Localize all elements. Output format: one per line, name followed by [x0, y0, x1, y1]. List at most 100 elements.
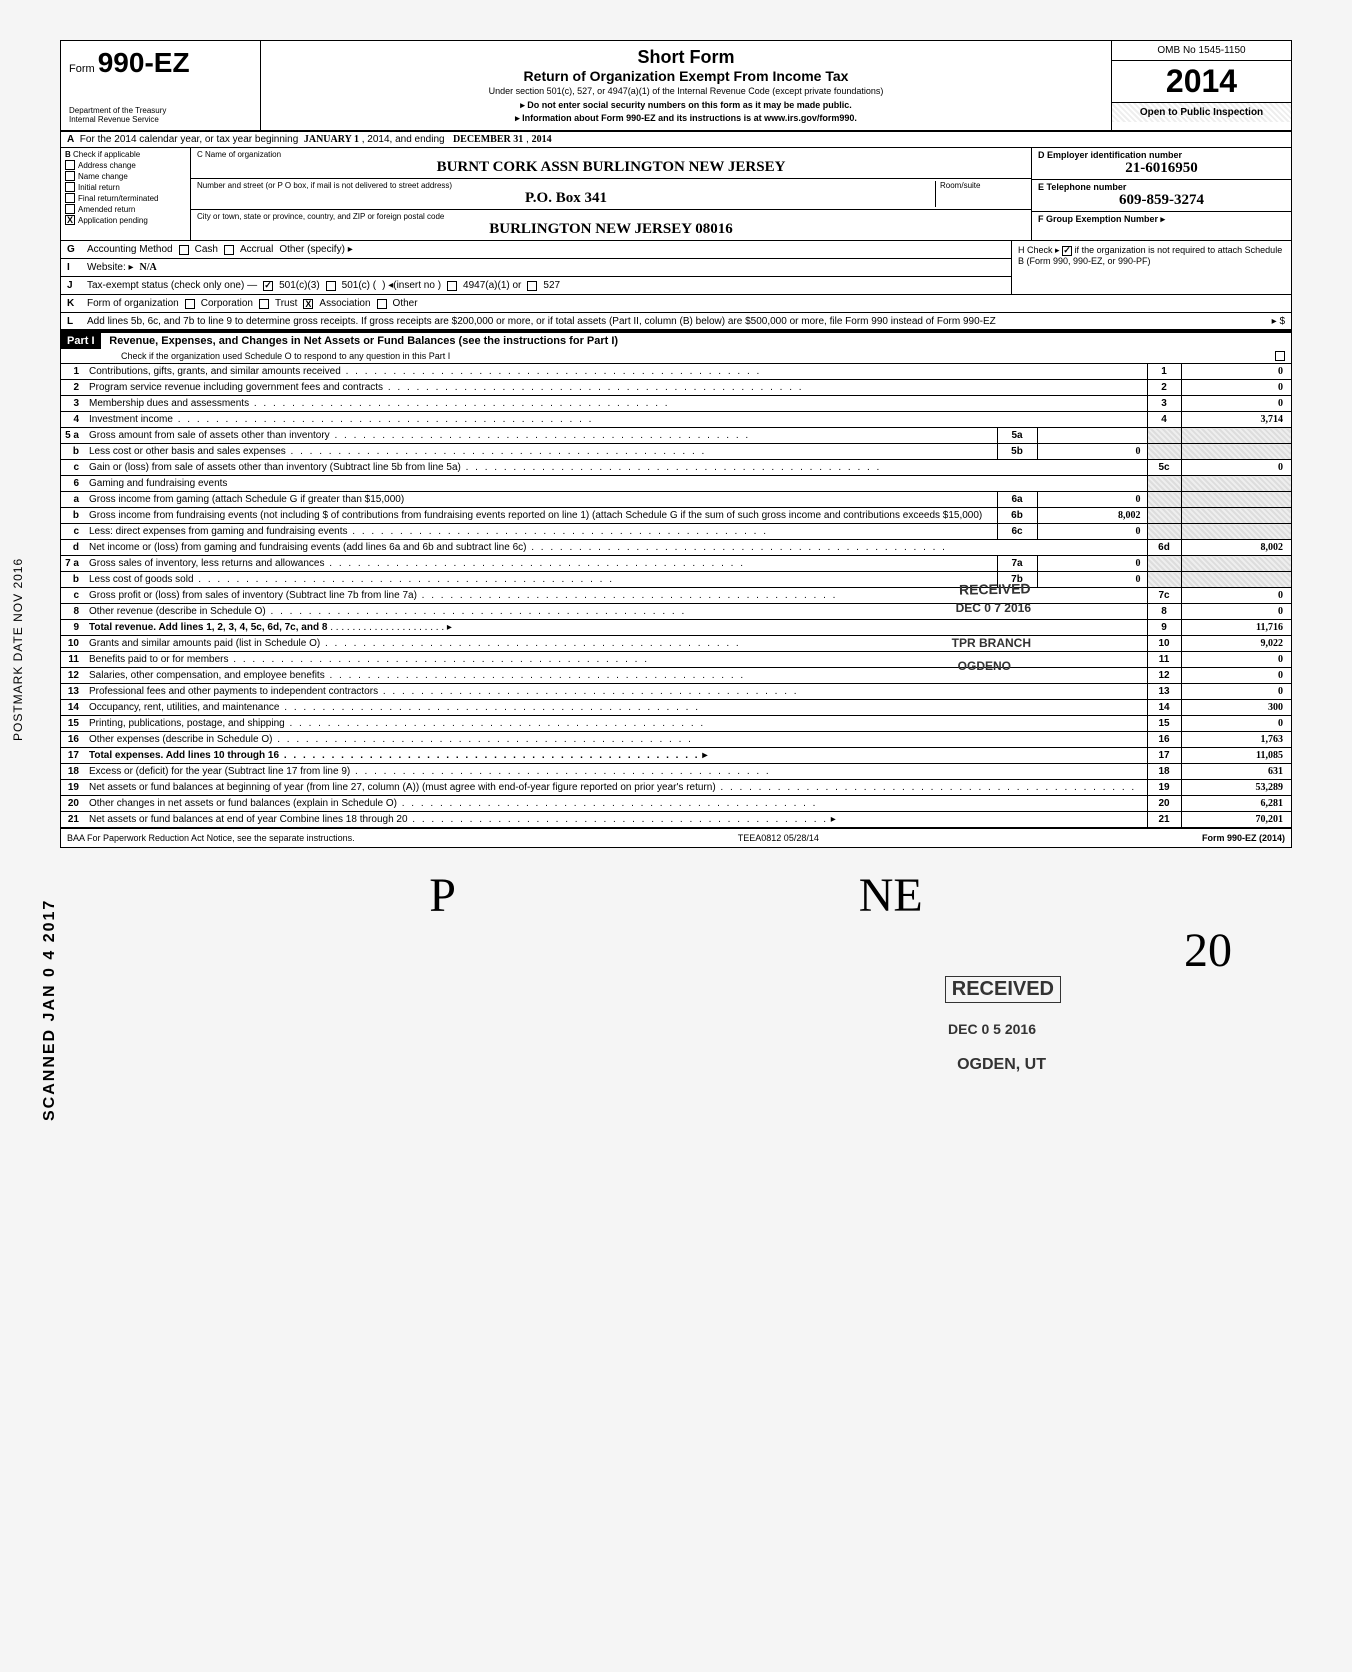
form-number: 990-EZ [98, 47, 190, 78]
line-a-text: For the 2014 calendar year, or tax year … [80, 134, 298, 145]
line-6a: a Gross income from gaming (attach Sched… [61, 492, 1291, 508]
sched-o-checkbox[interactable] [1275, 351, 1285, 361]
line-5c: c Gain or (loss) from sale of assets oth… [61, 460, 1291, 476]
box-b-label: Address change [78, 161, 136, 170]
dept-treasury: Department of the Treasury Internal Reve… [69, 106, 252, 124]
line-7c: c Gross profit or (loss) from sales of i… [61, 588, 1291, 604]
box-b-item: Initial return [65, 182, 186, 192]
line-k-label: Form of organization [87, 298, 179, 309]
527-checkbox[interactable] [527, 281, 537, 291]
form-title: Short Form [269, 47, 1103, 68]
box-b-checkbox-3[interactable] [65, 193, 75, 203]
line-j: J Tax-exempt status (check only one) — ✓… [61, 277, 1011, 295]
corp-label: Corporation [201, 298, 253, 309]
accrual-checkbox[interactable] [224, 245, 234, 255]
form-subtitle: Return of Organization Exempt From Incom… [269, 68, 1103, 84]
box-b-item: XApplication pending [65, 215, 186, 225]
line-8: 8 Other revenue (describe in Schedule O)… [61, 604, 1291, 620]
accrual-label: Accrual [240, 244, 273, 255]
corp-checkbox[interactable] [185, 299, 195, 309]
line-5b: b Less cost or other basis and sales exp… [61, 444, 1291, 460]
page-num-hand: 20 [60, 923, 1232, 978]
other-org-checkbox[interactable] [377, 299, 387, 309]
line-a-end: DECEMBER 31 [453, 134, 523, 145]
line-h: H Check ▸ ✓ if the organization is not r… [1011, 241, 1291, 295]
cash-checkbox[interactable] [179, 245, 189, 255]
signature-area: P NE 20 [60, 868, 1292, 978]
line-g-label: Accounting Method [87, 244, 173, 255]
tax-year: 2014 [1112, 61, 1291, 103]
revenue-line: 1Contributions, gifts, grants, and simil… [61, 364, 1291, 380]
trust-label: Trust [275, 298, 297, 309]
4947-checkbox[interactable] [447, 281, 457, 291]
other-org-label: Other [393, 298, 418, 309]
section-bcdef: B Check if applicable Address changeName… [61, 148, 1291, 241]
box-b-checkbox-4[interactable] [65, 204, 75, 214]
part-1-check: Check if the organization used Schedule … [121, 351, 450, 361]
527-label: 527 [543, 280, 560, 291]
501c-checkbox[interactable] [326, 281, 336, 291]
expense-line: 16Other expenses (describe in Schedule O… [61, 732, 1291, 748]
box-b-checkbox-5[interactable]: X [65, 215, 75, 225]
box-b-checkbox-0[interactable] [65, 160, 75, 170]
form-990ez: RECEIVED DEC 0 7 2016 TPR BRANCH OGDENO … [60, 40, 1292, 848]
line-i: I Website: ▸ N/A [61, 259, 1011, 277]
stamp-date-2: DEC 0 5 2016 [948, 1021, 1036, 1037]
box-e-label: E Telephone number [1038, 182, 1285, 192]
assoc-checkbox[interactable]: X [303, 299, 313, 309]
initial-1: P [429, 869, 456, 922]
info-link: ▸ Information about Form 990-EZ and its … [269, 113, 1103, 124]
side-postmark: POSTMARK DATE NOV 2016 [11, 558, 25, 741]
line-g: G Accounting Method Cash Accrual Other (… [61, 241, 1011, 259]
line-6b: b Gross income from fundraising events (… [61, 508, 1291, 524]
line-l-text: Add lines 5b, 6c, and 7b to line 9 to de… [87, 316, 1266, 327]
side-scanned: SCANNED JAN 0 4 2017 [41, 899, 59, 1121]
expense-line: 13Professional fees and other payments t… [61, 684, 1291, 700]
box-b-label: Amended return [78, 205, 135, 214]
501c-label: 501(c) ( [342, 280, 376, 291]
line-j-label: Tax-exempt status (check only one) — [87, 280, 257, 291]
line-a-endyear: 2014 [532, 134, 552, 145]
part-1-label: Part I [61, 333, 101, 349]
box-b-checkbox-2[interactable] [65, 182, 75, 192]
revenue-line: 2Program service revenue including gover… [61, 380, 1291, 396]
box-d-label: D Employer identification number [1038, 150, 1285, 160]
box-b: B Check if applicable Address changeName… [61, 148, 191, 240]
footer-right: Form 990-EZ (2014) [1202, 833, 1285, 843]
footer-left: BAA For Paperwork Reduction Act Notice, … [67, 833, 355, 843]
omb-number: OMB No 1545-1150 [1112, 41, 1291, 61]
box-b-checkbox-1[interactable] [65, 171, 75, 181]
box-c-name-label: C Name of organization [197, 150, 1025, 159]
expense-line: 17Total expenses. Add lines 10 through 1… [61, 748, 1291, 764]
asset-line: 21Net assets or fund balances at end of … [61, 812, 1291, 828]
form-footer: BAA For Paperwork Reduction Act Notice, … [61, 828, 1291, 847]
line-a: A For the 2014 calendar year, or tax yea… [61, 132, 1291, 148]
501c3-label: 501(c)(3) [279, 280, 320, 291]
501c3-checkbox[interactable]: ✓ [263, 281, 273, 291]
org-city: BURLINGTON NEW JERSEY 08016 [197, 221, 1025, 238]
trust-checkbox[interactable] [259, 299, 269, 309]
line-9: 9 Total revenue. Add lines 1, 2, 3, 4, 5… [61, 620, 1291, 636]
box-b-item: Amended return [65, 204, 186, 214]
cash-label: Cash [195, 244, 218, 255]
phone: 609-859-3274 [1038, 192, 1285, 209]
form-header: Form 990-EZ Department of the Treasury I… [61, 41, 1291, 132]
line-a-begin: JANUARY 1 [304, 134, 359, 145]
box-b-item: Name change [65, 171, 186, 181]
other-label: Other (specify) ▸ [279, 244, 352, 255]
expense-line: 12Salaries, other compensation, and empl… [61, 668, 1291, 684]
public-inspection: Open to Public Inspection [1112, 103, 1291, 122]
footer-mid: TEEA0812 05/28/14 [738, 833, 819, 843]
expense-line: 15Printing, publications, postage, and s… [61, 716, 1291, 732]
form-under: Under section 501(c), 527, or 4947(a)(1)… [269, 86, 1103, 96]
form-number-prefix: Form [69, 63, 95, 75]
assoc-label: Association [319, 298, 370, 309]
initial-2: NE [859, 869, 923, 922]
org-street: P.O. Box 341 [197, 190, 935, 207]
line-6d: d Net income or (loss) from gaming and f… [61, 540, 1291, 556]
box-c-city-label: City or town, state or province, country… [197, 212, 1025, 221]
sched-b-checkbox[interactable]: ✓ [1062, 246, 1072, 256]
box-b-item: Address change [65, 160, 186, 170]
stamp-ogden-2: OGDEN, UT [957, 1056, 1046, 1074]
stamp-received-2: RECEIVED [945, 976, 1061, 1003]
